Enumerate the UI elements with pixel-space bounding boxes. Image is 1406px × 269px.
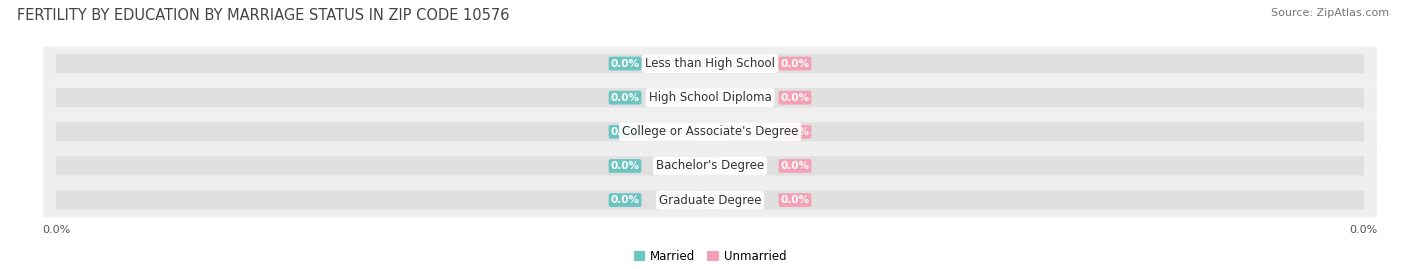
Text: 0.0%: 0.0% <box>610 127 640 137</box>
Text: Bachelor's Degree: Bachelor's Degree <box>657 160 763 172</box>
Text: College or Associate's Degree: College or Associate's Degree <box>621 125 799 138</box>
FancyBboxPatch shape <box>44 122 723 141</box>
Text: FERTILITY BY EDUCATION BY MARRIAGE STATUS IN ZIP CODE 10576: FERTILITY BY EDUCATION BY MARRIAGE STATU… <box>17 8 509 23</box>
FancyBboxPatch shape <box>44 54 723 73</box>
FancyBboxPatch shape <box>44 47 1376 81</box>
Text: 0.0%: 0.0% <box>780 161 810 171</box>
Text: High School Diploma: High School Diploma <box>648 91 772 104</box>
Text: 0.0%: 0.0% <box>780 59 810 69</box>
FancyBboxPatch shape <box>697 88 1376 107</box>
Text: Graduate Degree: Graduate Degree <box>659 194 761 207</box>
FancyBboxPatch shape <box>697 190 1376 210</box>
FancyBboxPatch shape <box>44 190 723 210</box>
Text: 0.0%: 0.0% <box>610 93 640 103</box>
FancyBboxPatch shape <box>44 149 1376 183</box>
FancyBboxPatch shape <box>44 183 1376 217</box>
FancyBboxPatch shape <box>697 122 1376 141</box>
FancyBboxPatch shape <box>697 156 1376 175</box>
Text: Source: ZipAtlas.com: Source: ZipAtlas.com <box>1271 8 1389 18</box>
FancyBboxPatch shape <box>44 88 723 107</box>
FancyBboxPatch shape <box>44 156 723 175</box>
Text: 0.0%: 0.0% <box>610 59 640 69</box>
Text: 0.0%: 0.0% <box>780 127 810 137</box>
Text: Less than High School: Less than High School <box>645 57 775 70</box>
Text: 0.0%: 0.0% <box>610 161 640 171</box>
Text: 0.0%: 0.0% <box>780 93 810 103</box>
Legend: Married, Unmarried: Married, Unmarried <box>628 246 792 268</box>
FancyBboxPatch shape <box>44 81 1376 115</box>
FancyBboxPatch shape <box>697 54 1376 73</box>
FancyBboxPatch shape <box>44 115 1376 149</box>
Text: 0.0%: 0.0% <box>610 195 640 205</box>
Text: 0.0%: 0.0% <box>780 195 810 205</box>
